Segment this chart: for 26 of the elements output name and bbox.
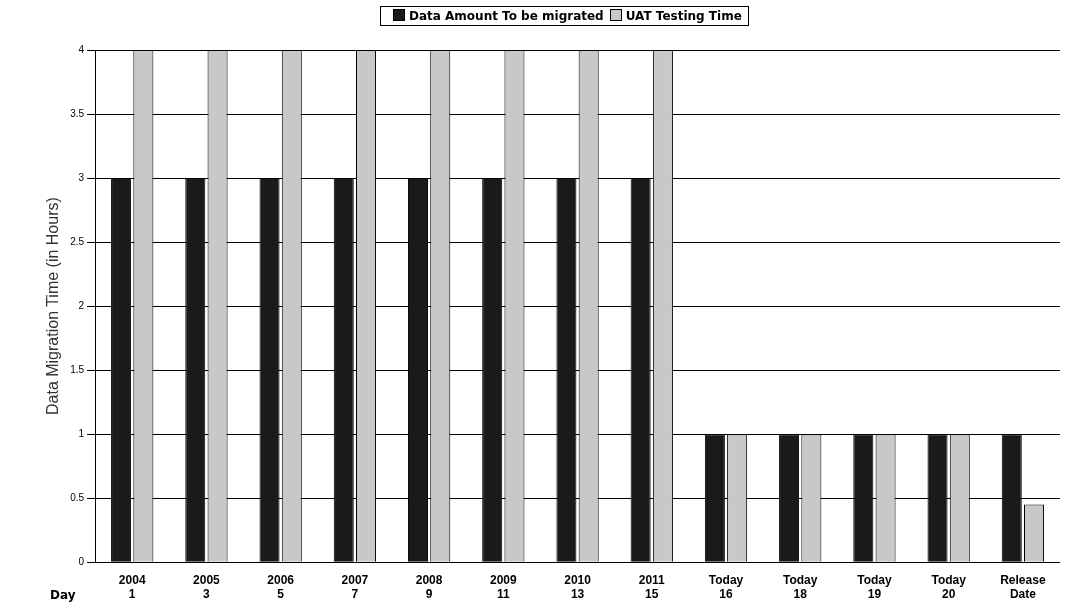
y-tick-label: 3.5 (70, 107, 85, 119)
y-tick-label: 1 (78, 427, 85, 439)
y-tick-label: 0 (78, 555, 85, 567)
legend-label: UAT Testing Time (625, 9, 742, 23)
x-tick-label: 2010 13 (564, 572, 592, 602)
x-tick-label: 2004 1 (118, 572, 146, 602)
x-tick-label: 2008 9 (415, 572, 443, 602)
x-tick-label: Today 16 (708, 572, 744, 602)
x-tick-label: 2009 11 (489, 572, 517, 602)
x-tick-label: Today 19 (857, 572, 892, 602)
y-tick-label: 2 (78, 299, 85, 311)
text: Day (50, 588, 76, 602)
x-tick-label: 2007 7 (341, 572, 369, 602)
legend-label: Data Amount To be migrated (409, 9, 604, 23)
x-tick-label: 2006 5 (267, 572, 295, 602)
y-tick-label: 1.5 (70, 363, 85, 375)
x-tick-label: Release Date (1000, 572, 1046, 602)
y-axis-title: Data Migration Time (in Hours) (44, 197, 62, 416)
y-tick-label: 3 (78, 171, 85, 183)
x-tick-label: Today 18 (782, 572, 818, 602)
y-tick-label: 2.5 (70, 235, 85, 247)
x-tick-label: 2005 3 (193, 572, 221, 602)
x-tick-label: 2011 15 (638, 572, 666, 602)
y-tick-label: 0.5 (70, 491, 85, 503)
y-tick-label: 4 (78, 43, 85, 55)
x-tick-label: Today 20 (931, 572, 967, 602)
